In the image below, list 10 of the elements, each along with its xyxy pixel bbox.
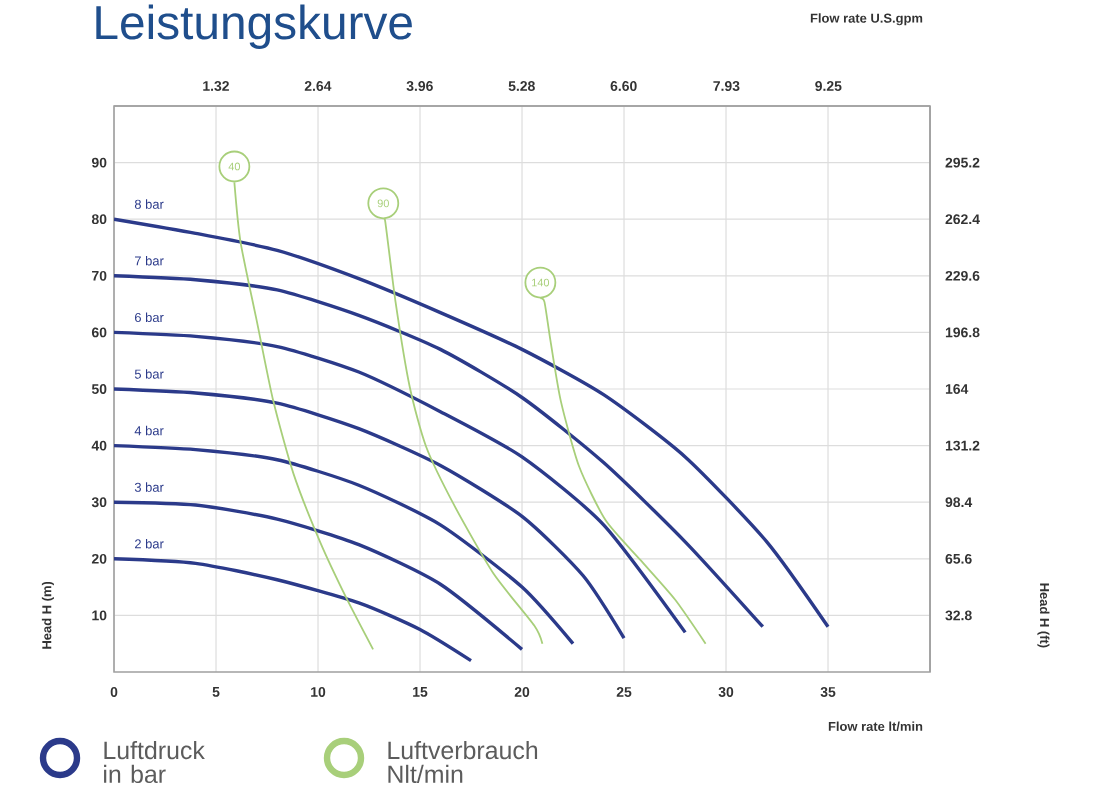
- text: Luftdruck in bar: [104, 740, 205, 784]
- line-series: [114, 557, 473, 663]
- text: Luftverbrauch Nlt/min: [388, 740, 538, 784]
- line-series: [114, 500, 524, 652]
- line-series: [114, 330, 687, 635]
- line-series: [114, 387, 626, 640]
- chart-title: Leistungskurve: [96, 4, 412, 49]
- line-series: [114, 274, 765, 629]
- line-series: [114, 443, 575, 646]
- line-series: [114, 217, 830, 629]
